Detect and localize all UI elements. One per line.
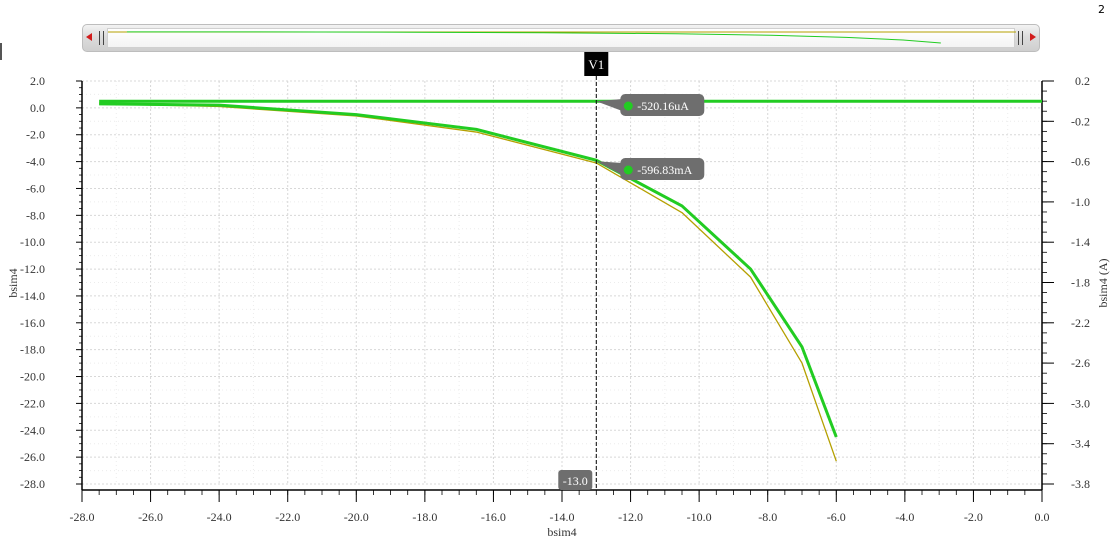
bottom-tick-label: -28.0 [70,510,95,524]
scroll-right-arrow-icon[interactable] [1030,33,1036,41]
left-tick-label: -4.0 [26,155,45,169]
cursor-x-readout: -13.0 [563,474,588,488]
left-tick-label: -12.0 [20,262,45,276]
left-tick-label: -16.0 [20,316,45,330]
bottom-tick-label: -24.0 [207,510,232,524]
grid [81,80,1043,485]
bottom-tick-label: -16.0 [481,510,506,524]
left-tick-label: -20.0 [20,370,45,384]
left-tick-label: 2.0 [30,74,45,88]
left-tick-label: -24.0 [20,423,45,437]
cursor-x-readout-box [558,470,593,490]
bottom-tick-label: -6.0 [827,510,846,524]
right-tick-label: -3.8 [1071,477,1090,491]
left-tick-label: -6.0 [26,181,45,195]
overview-right-handle[interactable] [1018,31,1023,45]
overview-left-handle[interactable] [99,31,104,45]
cursor-label-box[interactable] [584,52,609,76]
marker-readout-box [620,158,705,180]
right-tick-label: -3.4 [1071,437,1090,451]
right-tick-label: -0.6 [1071,155,1090,169]
bottom-tick-label: -12.0 [618,510,643,524]
right-tick-label: -1.8 [1071,276,1090,290]
bottom-tick-label: -20.0 [344,510,369,524]
bottom-tick-label: -2.0 [964,510,983,524]
bottom-tick-label: -10.0 [687,510,712,524]
cursor-label: V1 [588,57,604,72]
y2-axis-title: bsim4 (A) [1096,259,1110,308]
bottom-tick-label: -26.0 [138,510,163,524]
left-tick-label: -14.0 [20,289,45,303]
marker-dot [623,165,633,175]
left-tick-label: -22.0 [20,396,45,410]
left-y-axis: 2.0 0.0 -2.0 -4.0 -6.0 -8.0 -10.0 -12.0 -14.0 -16… [20,74,83,491]
left-tick-label: -10.0 [20,235,45,249]
series-line-2 [99,103,837,462]
left-tick-label: -8.0 [26,208,45,222]
left-edge-marker [0,43,2,60]
series-line-1 [99,102,838,438]
x-axis: -28.0 -26.0 -24.0 -22.0 -20.0 -18.0 -16.0 -14.0… [70,489,1050,524]
series-layer [99,99,1042,462]
scroll-left-arrow-icon[interactable] [86,33,92,41]
y-axis-title: bsim4 [6,268,20,297]
overview-thumbnail-plot [108,31,1016,44]
left-tick-label: -2.0 [26,128,45,142]
page-number: 2 [1098,3,1105,16]
bottom-tick-label: -8.0 [758,510,777,524]
marker-pointer [596,99,623,111]
marker-pointer [596,161,623,175]
right-tick-label: 0.2 [1075,74,1090,88]
right-tick-label: -3.0 [1071,396,1090,410]
marker-dot [623,101,633,111]
bottom-tick-label: -18.0 [412,510,437,524]
right-tick-label: -0.2 [1071,114,1090,128]
right-tick-label: -1.4 [1071,235,1090,249]
marker-readout-box [620,94,705,116]
marker-readout: -596.83mA [637,163,692,177]
overview-curve [126,31,941,44]
right-y-axis: 0.2 -0.2 -0.6 -1.0 -1.4 -1.8 -2.2 -2.6 -3.0 -3.4 -… [1041,74,1090,491]
bottom-tick-label: 0.0 [1035,510,1050,524]
right-tick-label: -2.6 [1071,356,1090,370]
right-tick-label: -2.2 [1071,316,1090,330]
x-axis-title: bsim4 [547,525,576,539]
marker-readout: -520.16uA [637,99,689,113]
left-tick-label: 0.0 [30,101,45,115]
cursor-layer[interactable]: V1 -13.0 -520.16uA -596.83mA [558,52,705,490]
overview-window[interactable] [107,28,1016,48]
right-tick-label: -1.0 [1071,195,1090,209]
left-tick-label: -28.0 [20,477,45,491]
bottom-tick-label: -14.0 [550,510,575,524]
left-tick-label: -26.0 [20,450,45,464]
left-tick-label: -18.0 [20,343,45,357]
bottom-tick-label: -4.0 [895,510,914,524]
overview-scrollbar[interactable] [82,24,1040,52]
bottom-tick-label: -22.0 [275,510,300,524]
